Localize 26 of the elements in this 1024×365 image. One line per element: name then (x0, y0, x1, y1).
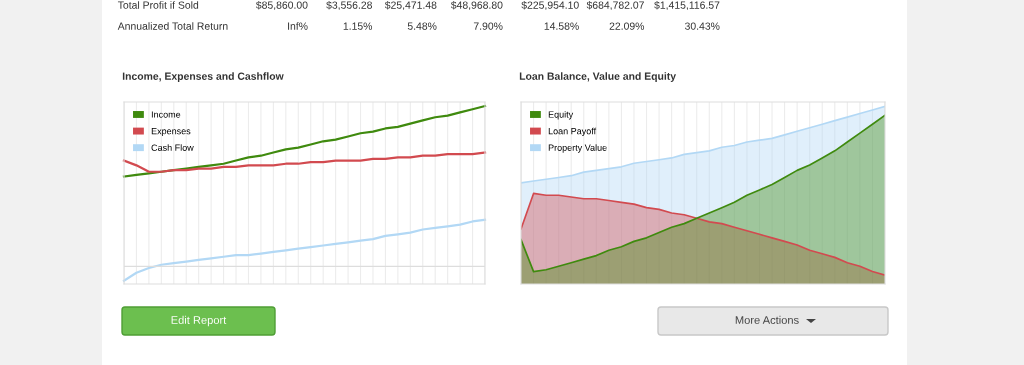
text: Annualized Total Return (117, 22, 228, 30)
legend-label: Equity (548, 111, 574, 120)
legend-label: Expenses (151, 128, 191, 137)
text: $3,556.28 (326, 0, 372, 11)
legend-label: Cash Flow (151, 144, 194, 151)
text: 30.43% (684, 22, 720, 30)
text: $1,415,116.57 (654, 0, 720, 11)
text: 22.09% (609, 22, 645, 30)
text: Inf% (288, 22, 308, 30)
chart-title: Loan Balance, Value and Equity (519, 72, 676, 82)
text: 1.15% (343, 22, 373, 30)
legend-label: Property Value (548, 144, 607, 153)
text: More Actions (735, 315, 799, 324)
text: $25,471.48 (384, 0, 437, 11)
text: 7.90% (473, 22, 503, 30)
text: $48,968.80 (450, 0, 503, 11)
chart-title: Income, Expenses and Cashflow (122, 72, 284, 82)
text: Total Profit if Sold (117, 1, 199, 9)
legend-label: Loan Payoff (548, 127, 597, 137)
text: $225,954.10 (521, 0, 579, 11)
text: 14.58% (544, 22, 579, 30)
text: $85,860.00 (255, 0, 308, 11)
text: Edit Report (171, 315, 227, 327)
text: $684,782.07 (586, 0, 644, 11)
text: 5.48% (407, 22, 437, 30)
legend-label: Income (151, 111, 181, 118)
